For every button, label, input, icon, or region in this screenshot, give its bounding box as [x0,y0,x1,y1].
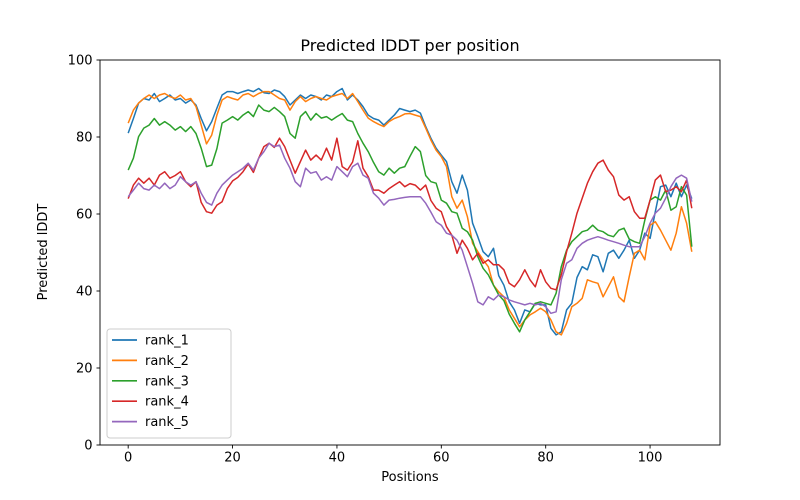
x-axis-ticks: 0 20 40 60 80 100 [124,445,662,466]
series-line-rank_1 [127,87,693,336]
legend: rank_1 rank_2 rank_3 rank_4 rank_5 [106,328,232,439]
series-line-rank_3 [127,104,693,333]
x-tick-label: 20 [224,451,241,466]
series-lines [127,87,693,336]
legend-label-rank_3: rank_3 [145,374,189,389]
y-tick-label: 20 [76,362,93,377]
legend-label-rank_4: rank_4 [145,395,189,410]
x-tick-label: 0 [124,451,132,466]
series-line-rank_2 [127,90,693,336]
x-tick-label: 80 [537,451,554,466]
y-axis-label: Predicted lDDT [36,204,51,301]
y-tick-label: 60 [76,208,93,223]
chart-title: Predicted lDDT per position [300,36,519,55]
x-tick-label: 100 [638,451,663,466]
y-tick-label: 100 [68,54,93,69]
legend-label-rank_1: rank_1 [145,334,189,349]
y-tick-label: 80 [76,131,93,146]
y-axis-ticks: 0 20 40 60 80 100 [68,54,100,454]
legend-box [106,328,232,439]
series-line-rank_5 [127,142,693,315]
series-line-rank_4 [127,137,693,291]
y-tick-label: 40 [76,285,93,300]
x-axis-label: Positions [381,470,439,485]
y-tick-label: 0 [84,439,92,454]
plot-border [99,59,721,446]
x-tick-label: 60 [433,451,450,466]
legend-label-rank_5: rank_5 [145,415,189,430]
legend-label-rank_2: rank_2 [145,354,189,369]
x-tick-label: 40 [329,451,346,466]
